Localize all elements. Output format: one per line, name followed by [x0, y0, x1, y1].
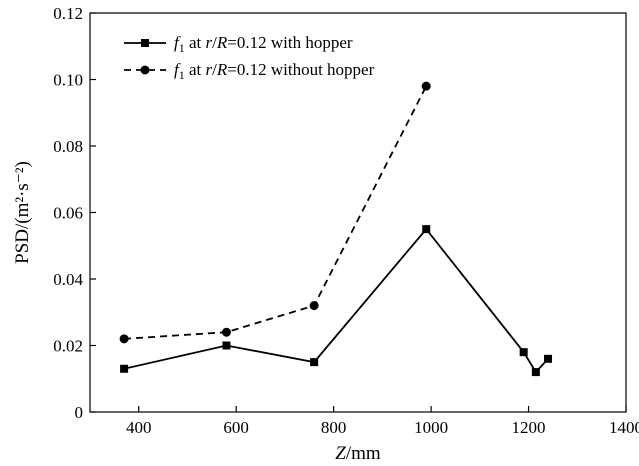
data-point-circle	[119, 334, 129, 344]
y-tick-label: 0.10	[53, 71, 83, 90]
data-point-square	[544, 354, 553, 363]
series-line-1	[124, 85, 428, 340]
legend-square-marker	[141, 39, 149, 47]
x-tick-label: 800	[321, 418, 347, 437]
x-tick-label: 1400	[609, 418, 639, 437]
x-axis-ticks: 400 600 800 1000 1200 1400	[126, 406, 639, 437]
legend-entry-with-hopper: f1 at r/R=0.12 with hopper	[124, 33, 353, 55]
x-tick-label: 400	[126, 418, 152, 437]
x-tick-label: 1200	[512, 418, 546, 437]
data-point-circle	[221, 327, 231, 337]
data-point-square	[519, 348, 528, 357]
y-tick-label: 0.06	[53, 204, 83, 223]
y-axis-label: PSD/(m²·s⁻²)	[12, 161, 33, 264]
data-point-square	[222, 341, 231, 350]
legend-label-without-hopper: f1 at r/R=0.12 without hopper	[174, 60, 375, 82]
data-point-square	[531, 368, 540, 377]
legend-circle-marker	[140, 65, 150, 75]
data-point-circle	[421, 81, 431, 91]
data-point-square	[310, 358, 319, 367]
legend: f1 at r/R=0.12 with hopper f1 at r/R=0.1…	[124, 33, 375, 82]
legend-entry-without-hopper: f1 at r/R=0.12 without hopper	[124, 60, 375, 82]
data-point-square	[120, 364, 129, 373]
y-tick-label: 0.08	[53, 137, 83, 156]
series-line-0	[123, 227, 549, 374]
x-axis-label: Z/mm	[335, 443, 381, 464]
y-tick-label: 0.04	[53, 270, 83, 289]
data-point-circle	[309, 301, 319, 311]
x-tick-label: 600	[223, 418, 249, 437]
y-axis-ticks: 0 0.02 0.04 0.06 0.08 0.10 0.12	[53, 4, 96, 422]
x-tick-label: 1000	[414, 418, 448, 437]
data-point-square	[422, 225, 431, 234]
y-tick-label: 0	[75, 403, 84, 422]
legend-label-with-hopper: f1 at r/R=0.12 with hopper	[174, 33, 353, 55]
y-tick-label: 0.02	[53, 337, 83, 356]
series-layer	[119, 81, 553, 377]
y-tick-label: 0.12	[53, 4, 83, 23]
